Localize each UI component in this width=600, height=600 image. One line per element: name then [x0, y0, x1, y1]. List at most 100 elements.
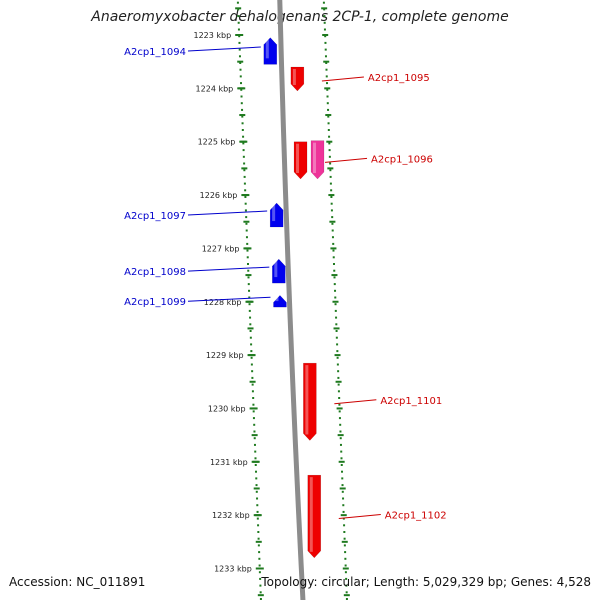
gene-leader-line [187, 296, 271, 302]
minor-tick-left [253, 487, 260, 490]
scale-dot [242, 149, 245, 152]
scale-dot [339, 423, 342, 426]
scale-dot [243, 169, 246, 172]
scale-dot [340, 464, 343, 466]
scale-dot [337, 390, 340, 393]
gene-label-g1101[interactable]: A2cp1_1101 [380, 396, 442, 407]
major-tick-left [253, 514, 262, 517]
scale-dot [250, 356, 253, 359]
gene-arrow-g1099[interactable] [273, 294, 287, 308]
scale-dot [244, 202, 247, 205]
gene-arrow-g1095[interactable] [290, 66, 305, 92]
scale-dot [247, 276, 250, 279]
scale-dot [338, 403, 341, 406]
major-tick-left [255, 567, 264, 570]
scale-dot [337, 383, 340, 386]
scale-dot [328, 135, 331, 138]
gene-label-g1098[interactable]: A2cp1_1098 [124, 267, 186, 278]
scale-dot [238, 41, 241, 44]
minor-tick-right [327, 167, 334, 170]
scale-dot [258, 571, 261, 574]
gene-arrow-shine [309, 477, 313, 552]
gene-arrow-g1098[interactable] [272, 258, 286, 284]
scale-dot [338, 417, 341, 420]
scale-dot [336, 363, 339, 366]
scale-dot [245, 236, 248, 239]
scale-dot [242, 155, 245, 158]
minor-tick-right [333, 327, 340, 330]
gene-arrow-shine [313, 142, 317, 174]
scale-dot [237, 21, 240, 24]
major-tick-left [245, 300, 254, 303]
scale-dot [336, 350, 339, 353]
gene-label-g1097[interactable]: A2cp1_1097 [124, 211, 186, 222]
scale-dot [330, 202, 333, 205]
scale-dot [333, 269, 336, 272]
scale-dot [246, 256, 249, 259]
gene-arrow-g1096a[interactable] [293, 141, 308, 180]
gene-label-g1096a[interactable]: A2cp1_1096 [371, 154, 433, 165]
scale-dot [329, 169, 332, 172]
gene-label-g1099[interactable]: A2cp1_1099 [124, 297, 186, 308]
scale-dot [331, 222, 334, 225]
scale-dot [257, 531, 260, 533]
gene-label-g1094[interactable]: A2cp1_1094 [124, 47, 186, 58]
gene-leader-line [334, 399, 377, 405]
scale-dot [248, 289, 251, 292]
gene-leader-line [338, 513, 381, 519]
scale-dot [249, 316, 252, 319]
scale-dot [324, 35, 327, 38]
gene-label-g1095[interactable]: A2cp1_1095 [368, 73, 430, 84]
scale-dot [242, 142, 245, 145]
gene-leader-line [321, 76, 364, 82]
scale-dot [339, 430, 342, 433]
map-title: Anaeromyxobacter dehalogenans 2CP-1, com… [91, 9, 509, 25]
scale-dot [345, 598, 348, 600]
scale-dot [345, 584, 348, 587]
scale-tick-label: 1231 kbp [210, 458, 248, 467]
scale-dot [256, 517, 259, 520]
scale-dot [329, 162, 332, 165]
scale-dot [327, 115, 330, 118]
major-tick-left [249, 407, 258, 410]
scale-dot [255, 470, 258, 473]
scale-dot [248, 309, 251, 312]
scale-dot [239, 75, 242, 78]
minor-tick-left [241, 167, 248, 170]
scale-tick-label: 1228 kbp [204, 298, 242, 307]
minor-tick-left [251, 434, 258, 437]
scale-dot [334, 309, 337, 312]
scale-dot [328, 142, 331, 145]
scale-dot [329, 182, 332, 185]
scale-dot [243, 182, 246, 185]
gene-arrow-g1094[interactable] [263, 37, 278, 65]
minor-tick-right [324, 87, 331, 90]
scale-dot [240, 102, 243, 105]
gene-arrow-g1101[interactable] [303, 362, 317, 441]
gene-arrow-g1102[interactable] [307, 474, 322, 559]
scale-dot [328, 149, 331, 152]
scale-dot [323, 21, 326, 24]
scale-dot [343, 537, 346, 540]
scale-dot [241, 122, 244, 125]
scale-dot [237, 28, 240, 31]
minor-tick-right [332, 300, 339, 303]
scale-dot [343, 544, 346, 547]
scale-dot [330, 196, 333, 198]
scale-dot [251, 370, 254, 373]
gene-label-g1102[interactable]: A2cp1_1102 [385, 510, 447, 521]
scale-dot [326, 88, 329, 91]
scale-dot [251, 383, 254, 386]
scale-dot [249, 336, 252, 339]
scale-dot [239, 62, 242, 64]
gene-arrow-g1097[interactable] [269, 202, 284, 228]
scale-dot [325, 75, 328, 78]
scale-dot [327, 108, 330, 111]
scale-dot [340, 457, 343, 460]
minor-tick-left [257, 594, 264, 597]
scale-dot [332, 263, 335, 265]
minor-tick-left [243, 220, 250, 223]
scale-dot [331, 229, 334, 232]
gene-arrow-g1096b[interactable] [310, 140, 325, 180]
